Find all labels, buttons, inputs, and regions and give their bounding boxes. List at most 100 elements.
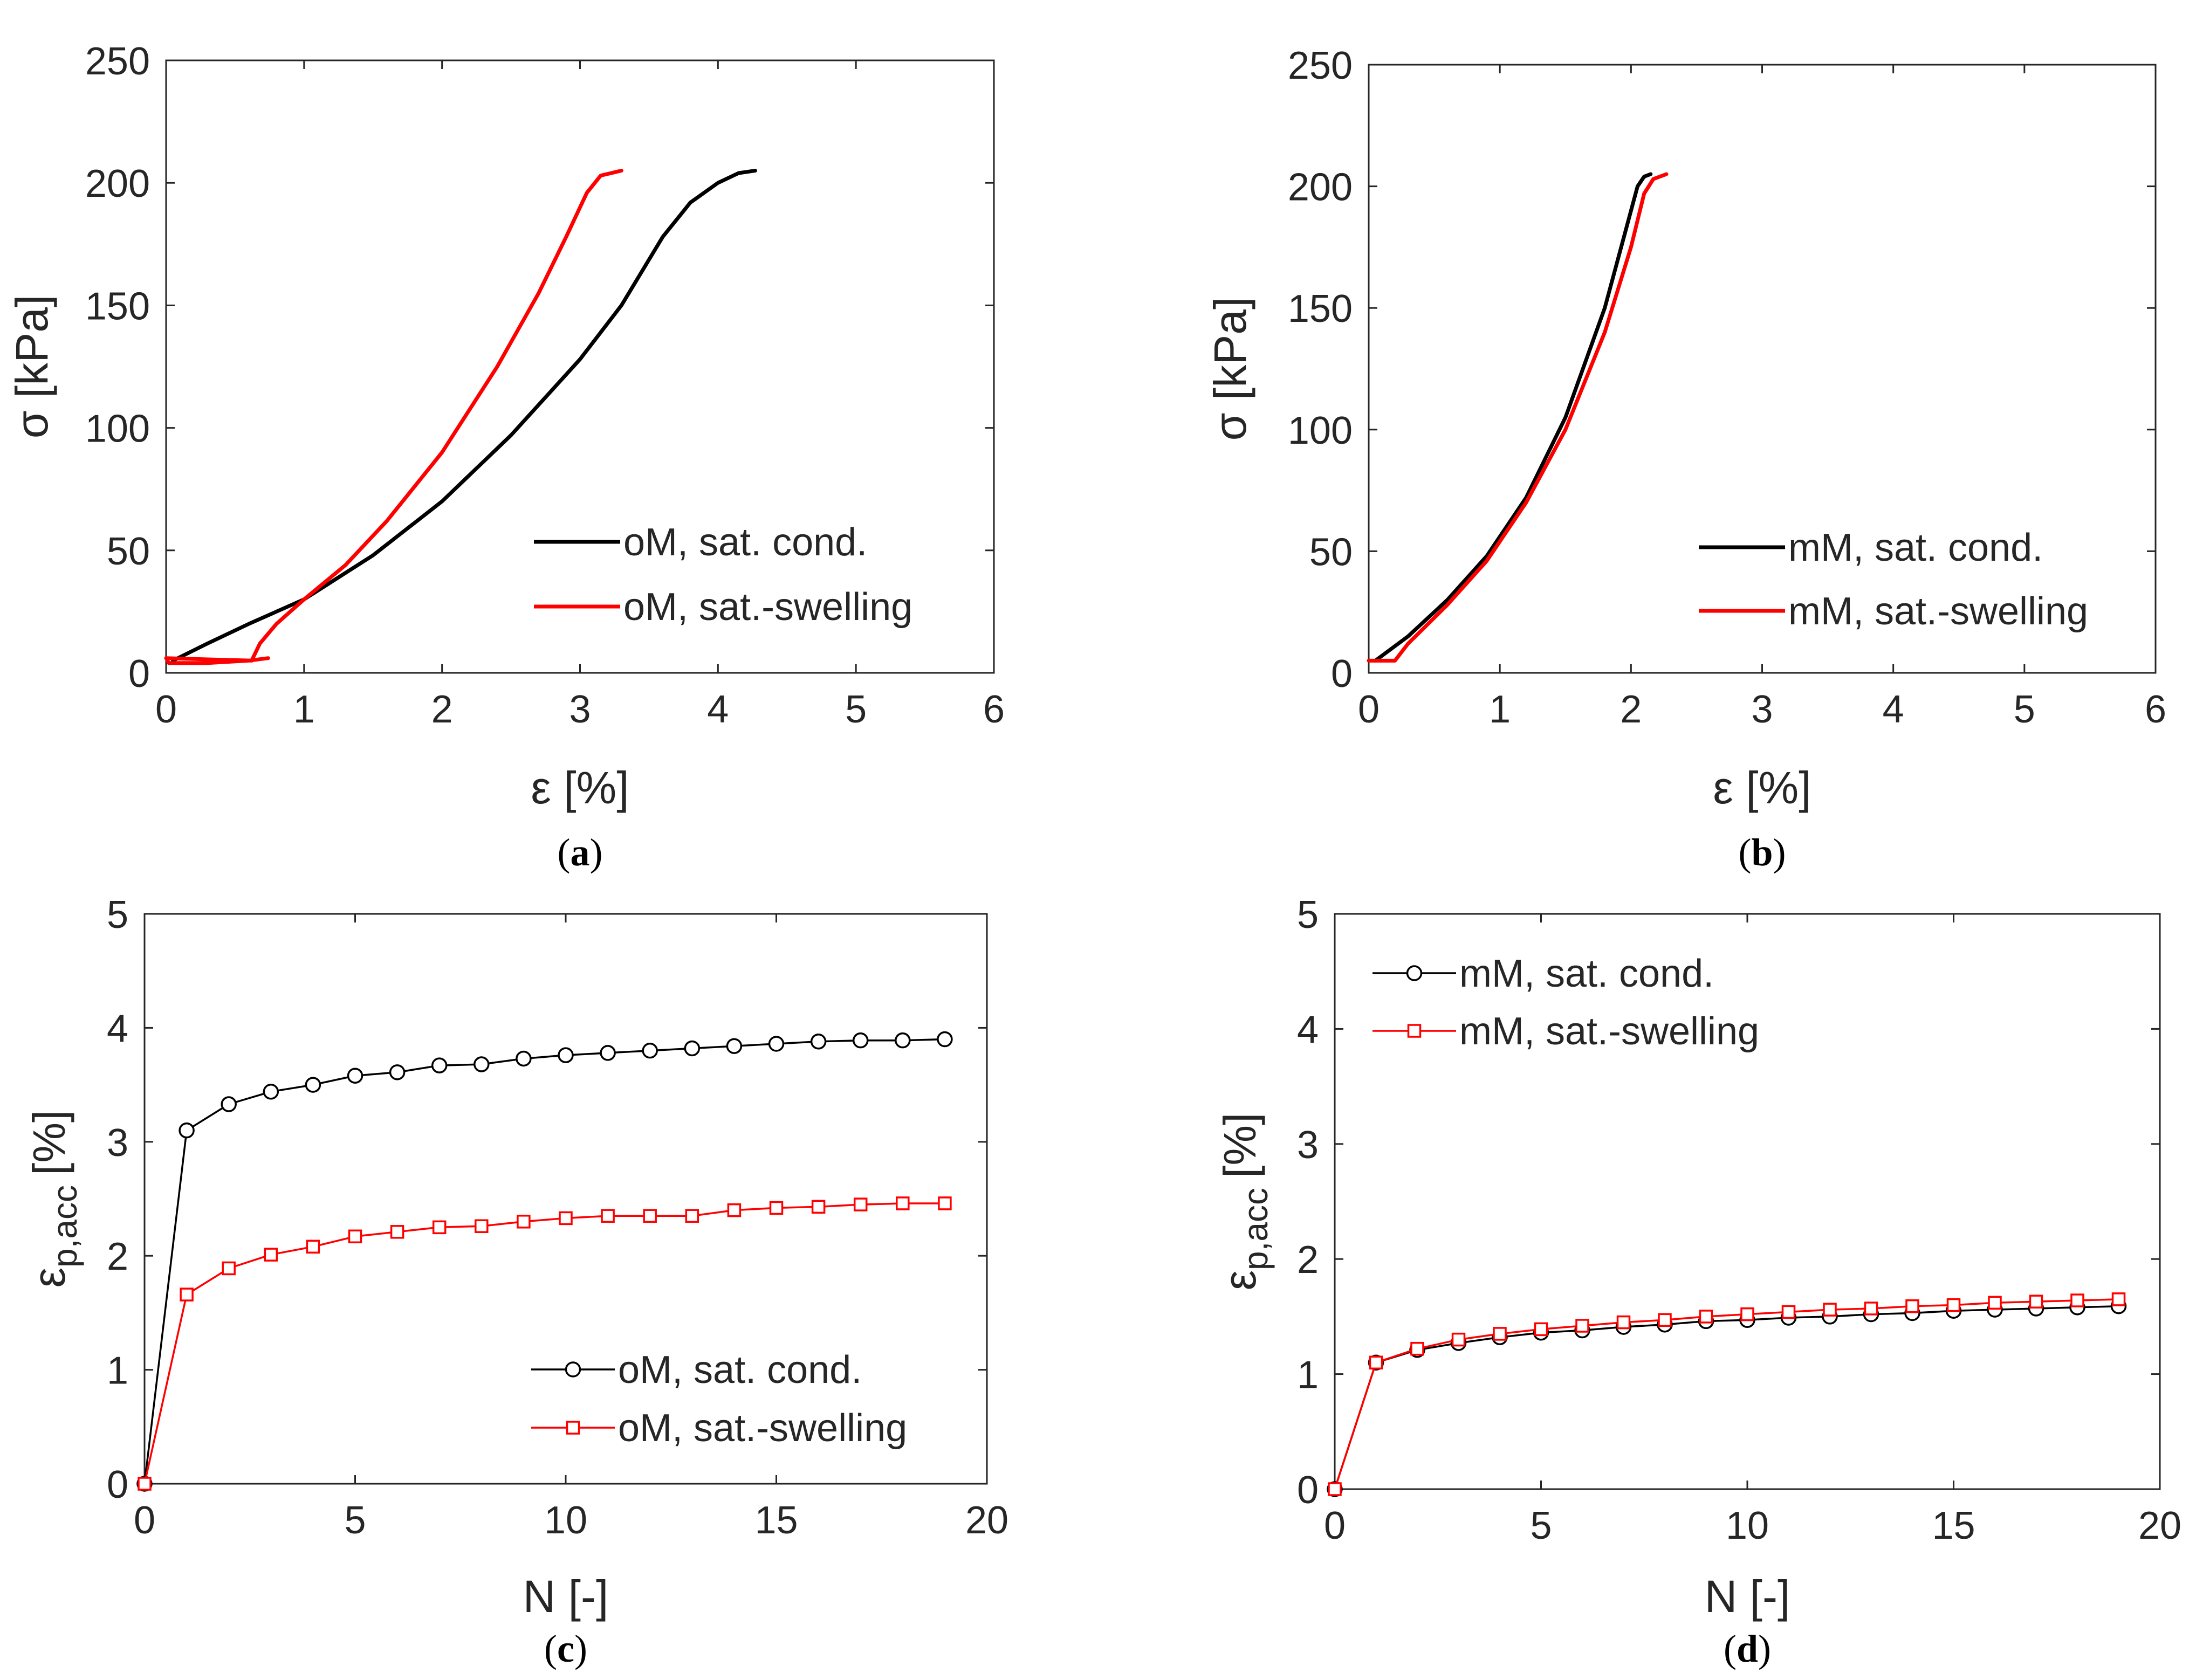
data-point: [432, 1220, 447, 1235]
data-point: [684, 1040, 701, 1057]
data-point: [473, 1056, 490, 1072]
y-tick-label: 0: [1331, 652, 1353, 696]
data-point: [1410, 1341, 1424, 1356]
legend-label: oM, sat.-swelling: [618, 1407, 907, 1450]
y-tick-label: 250: [1288, 44, 1353, 87]
y-tick-label: 4: [107, 1007, 128, 1050]
y-axis-label: σ [kPa]: [6, 295, 57, 439]
y-tick-label: 1: [107, 1349, 128, 1393]
series-0: [1373, 172, 1653, 663]
data-point: [1328, 1482, 1342, 1496]
x-tick-label: 0: [134, 1499, 155, 1542]
x-tick-label: 4: [707, 688, 729, 731]
data-point: [347, 1068, 363, 1084]
data-point: [811, 1200, 826, 1214]
caption-letter: a: [571, 831, 590, 874]
panel-caption: (d): [1724, 1627, 1771, 1670]
data-point: [264, 1248, 278, 1262]
x-tick-label: 20: [965, 1499, 1008, 1542]
data-point: [1493, 1327, 1507, 1341]
y-tick-label: 0: [107, 1463, 128, 1506]
plot-frame: [1368, 64, 2157, 674]
x-tick-label: 1: [1489, 688, 1511, 731]
legend-label: oM, sat.-swelling: [623, 586, 912, 629]
data-point: [727, 1203, 742, 1217]
legend-swatch-marker: [1406, 965, 1423, 981]
y-tick-label: 1: [1297, 1354, 1319, 1397]
data-point: [937, 1031, 953, 1048]
data-point: [938, 1196, 952, 1210]
data-point: [769, 1201, 784, 1215]
x-tick-label: 5: [845, 688, 867, 731]
y-tick-label: 5: [1297, 893, 1319, 937]
caption-paren-open: (: [1724, 1627, 1737, 1670]
y-tick-label: 0: [1297, 1469, 1319, 1512]
data-point: [431, 1057, 448, 1073]
data-point: [1823, 1303, 1837, 1317]
x-tick-label: 0: [1324, 1504, 1346, 1547]
series-0: [1327, 1298, 2127, 1497]
data-point: [559, 1211, 573, 1225]
caption-letter: c: [557, 1627, 574, 1670]
data-point: [726, 1038, 743, 1054]
data-point: [180, 1287, 194, 1302]
plot-frame: [165, 59, 995, 674]
series-line: [143, 1202, 946, 1485]
x-tick-label: 0: [155, 688, 177, 731]
data-point: [1658, 1313, 1672, 1327]
legend-label: mM, sat. cond.: [1788, 526, 2043, 569]
y-axis-label: εp,acc [%]: [1214, 1113, 1275, 1291]
caption-letter: d: [1737, 1627, 1758, 1670]
legend-swatch-marker: [1407, 1024, 1422, 1038]
data-point: [1905, 1299, 1919, 1313]
y-tick-label: 150: [1288, 287, 1353, 331]
legend-label: oM, sat. cond.: [623, 521, 867, 564]
data-point: [390, 1225, 404, 1239]
series-line: [164, 169, 623, 665]
y-axis-label-subscript: p,acc: [45, 1185, 84, 1268]
x-tick-label: 10: [1726, 1504, 1769, 1547]
data-point: [852, 1032, 869, 1049]
x-tick-label: 15: [754, 1499, 798, 1542]
y-tick-label: 50: [107, 530, 150, 573]
x-tick-label: 0: [1358, 688, 1380, 731]
x-axis-label: ε [%]: [531, 762, 629, 813]
caption-paren-open: (: [1738, 831, 1751, 874]
legend-label: mM, sat.-swelling: [1788, 590, 2088, 633]
x-tick-label: 20: [2138, 1504, 2181, 1547]
chart-c: 0 5 10 15 20 0 1 2 3 4 5 N [-] εp,acc [%] oM, sat. con…: [24, 893, 1008, 1670]
series-line: [1334, 1298, 2120, 1490]
data-point: [643, 1209, 657, 1223]
series-line: [1373, 172, 1653, 663]
legend-swatch-marker: [565, 1361, 581, 1378]
legend: oM, sat. cond. oM, sat.-swelling: [531, 1348, 907, 1450]
legend: mM, sat. cond. mM, sat.-swelling: [1372, 952, 1759, 1053]
data-point: [222, 1261, 236, 1276]
data-point: [2070, 1293, 2084, 1307]
data-point: [1946, 1298, 1961, 1312]
legend-label: mM, sat.-swelling: [1459, 1010, 1759, 1053]
data-point: [1451, 1332, 1466, 1347]
data-point: [221, 1096, 237, 1112]
plot-frame: [1334, 913, 2161, 1490]
data-point: [1369, 1355, 1383, 1370]
series-line: [171, 169, 757, 663]
x-tick-label: 10: [544, 1499, 587, 1542]
data-point: [2029, 1295, 2043, 1309]
data-point: [2111, 1292, 2126, 1306]
y-tick-label: 200: [85, 162, 150, 205]
x-tick-label: 5: [2014, 688, 2035, 731]
data-point: [516, 1050, 532, 1067]
y-tick-label: 3: [1297, 1124, 1319, 1167]
y-tick-label: 2: [107, 1235, 128, 1278]
x-tick-label: 5: [1530, 1504, 1552, 1547]
data-point: [305, 1077, 321, 1093]
data-point: [389, 1064, 406, 1080]
y-tick-label: 100: [1288, 409, 1353, 452]
panel-caption: (a): [558, 831, 603, 874]
data-point: [179, 1122, 195, 1139]
series-1: [1328, 1292, 2126, 1496]
data-point: [642, 1042, 658, 1059]
x-axis-label: N [-]: [1705, 1571, 1790, 1622]
